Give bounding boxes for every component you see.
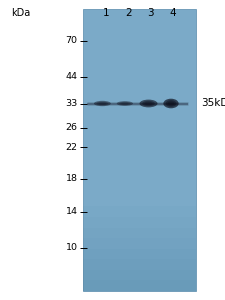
Ellipse shape <box>121 102 128 105</box>
Bar <box>83 9 196 291</box>
Text: 44: 44 <box>66 72 78 81</box>
Text: 2: 2 <box>125 8 132 19</box>
Ellipse shape <box>94 101 111 106</box>
Text: 4: 4 <box>170 8 177 19</box>
Bar <box>83 249 196 259</box>
Ellipse shape <box>163 99 179 108</box>
Text: 3: 3 <box>147 8 154 19</box>
Ellipse shape <box>166 100 176 107</box>
Text: 1: 1 <box>102 8 109 19</box>
Ellipse shape <box>97 102 108 105</box>
Text: 33: 33 <box>65 99 78 108</box>
Text: 35kDa: 35kDa <box>201 98 225 109</box>
Text: 70: 70 <box>66 36 78 45</box>
Text: 14: 14 <box>66 207 78 216</box>
Bar <box>83 228 196 238</box>
Ellipse shape <box>99 102 106 105</box>
Bar <box>83 280 196 291</box>
Ellipse shape <box>144 102 153 105</box>
Ellipse shape <box>117 101 133 106</box>
Bar <box>83 206 196 217</box>
Ellipse shape <box>119 102 130 105</box>
Text: 10: 10 <box>66 243 78 252</box>
Bar <box>83 270 196 280</box>
Bar <box>83 238 196 249</box>
Bar <box>83 217 196 227</box>
Text: kDa: kDa <box>11 8 31 19</box>
Text: 18: 18 <box>66 174 78 183</box>
Ellipse shape <box>140 100 158 107</box>
Ellipse shape <box>168 101 174 106</box>
Text: 22: 22 <box>66 142 78 152</box>
Bar <box>83 259 196 270</box>
Text: 26: 26 <box>66 123 78 132</box>
Ellipse shape <box>142 101 155 106</box>
